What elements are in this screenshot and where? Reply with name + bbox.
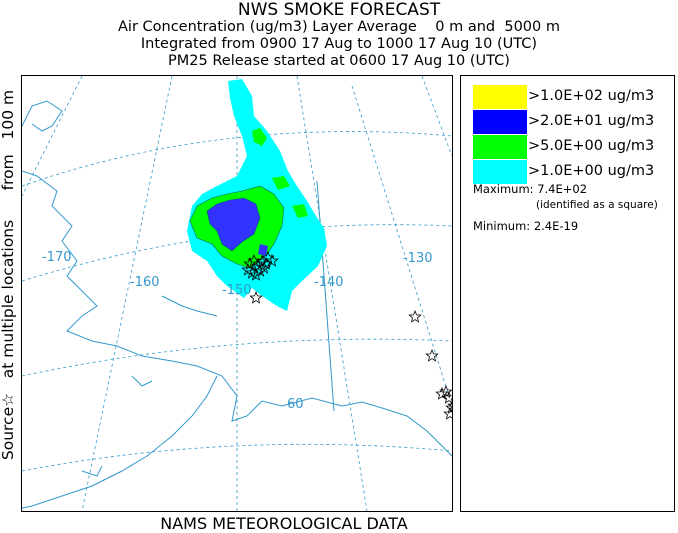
smoke-map: -170 -160 -150 -140 -130 60 (21, 75, 453, 512)
legend-swatch-green (473, 135, 527, 159)
lon-label-130: -130 (403, 251, 433, 266)
source-star-icon (425, 348, 439, 362)
source-star-icon (447, 403, 452, 412)
legend-swatch-blue (473, 110, 527, 134)
source-star-icon (439, 384, 452, 398)
legend-label: >1.0E+02 ug/m3 (528, 88, 655, 104)
source-star-icon (443, 406, 452, 420)
plume-blue (207, 198, 268, 256)
source-star-icon (435, 386, 449, 400)
map-canvas: -170 -160 -150 -140 -130 60 (22, 76, 452, 511)
lon-label-160: -160 (130, 275, 160, 290)
legend-swatch-yellow (473, 85, 527, 109)
legend-panel: >1.0E+02 ug/m3 >2.0E+01 ug/m3 >5.0E+00 u… (460, 75, 675, 512)
source-star-icon (408, 309, 422, 323)
map-labels: -170 -160 -150 -140 -130 60 (42, 250, 433, 412)
us-canada-border (316, 180, 335, 412)
plume-contours (189, 185, 285, 269)
subtitle-concentration: Air Concentration (ug/m3) Layer Average … (118, 19, 560, 35)
legend-maximum: Maximum: 7.4E+02 (473, 182, 588, 196)
legend-minimum: Minimum: 2.4E-19 (473, 219, 579, 233)
legend-swatch-cyan (473, 160, 527, 184)
lon-label-170: -170 (42, 250, 72, 265)
source-star-icon (445, 400, 452, 414)
source-star-icon (249, 290, 263, 304)
footer-meteorological-data: NAMS METEOROLOGICAL DATA (160, 514, 408, 533)
lat-label-60: 60 (287, 397, 304, 412)
lon-label-150: -150 (222, 283, 252, 298)
source-star-icon (442, 390, 452, 404)
lon-label-140: -140 (314, 275, 344, 290)
source-side-label: Source☆ at multiple locations from 100 m (0, 89, 17, 461)
legend-maximum-note: (identified as a square) (536, 199, 658, 211)
source-star-icon (247, 253, 261, 267)
subtitle-release: PM25 Release started at 0600 17 Aug 10 (… (168, 53, 510, 69)
source-star-icon (255, 254, 269, 268)
forecast-title: NWS SMOKE FORECAST (237, 0, 441, 20)
legend-label: >5.0E+00 ug/m3 (528, 138, 655, 154)
subtitle-integration: Integrated from 0900 17 Aug to 1000 17 A… (140, 36, 538, 52)
source-star-icon (257, 260, 271, 274)
source-star-icon (265, 253, 279, 267)
legend-label: >2.0E+01 ug/m3 (528, 113, 655, 129)
source-markers (241, 250, 452, 420)
legend-label: >1.0E+00 ug/m3 (528, 163, 655, 179)
